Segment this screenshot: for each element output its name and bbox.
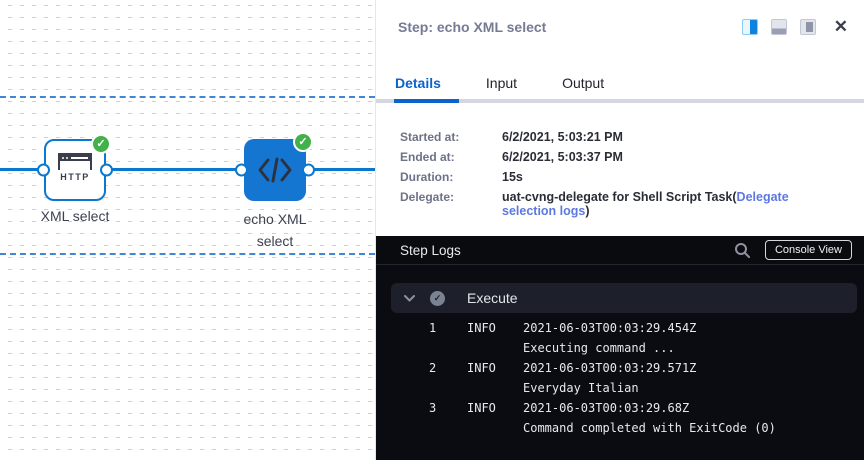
- log-section-name: Execute: [467, 290, 518, 306]
- detail-value: 15s: [502, 170, 523, 184]
- node-port-left[interactable]: [235, 163, 248, 177]
- http-browser-icon: HTTP: [46, 153, 104, 182]
- flow-connector-line: [0, 168, 375, 171]
- step-logs-header: Step Logs Console View: [376, 236, 864, 265]
- detail-row-started: Started at: 6/2/2021, 5:03:21 PM: [400, 127, 840, 147]
- detail-row-duration: Duration: 15s: [400, 167, 840, 187]
- success-check-badge: ✓: [293, 132, 313, 152]
- stage-boundary-bottom: [0, 253, 375, 255]
- detail-label: Duration:: [400, 170, 454, 184]
- console-view-button[interactable]: Console View: [764, 240, 852, 260]
- window-controls: ✕: [741, 17, 848, 36]
- log-lines: 1 INFO 2021-06-03T00:03:29.454Z Executing …: [376, 318, 864, 438]
- node-port-right[interactable]: [302, 163, 315, 177]
- detail-label: Started at:: [400, 130, 460, 144]
- detail-value: 6/2/2021, 5:03:37 PM: [502, 150, 623, 164]
- panel-header: Step: echo XML select ✕: [376, 0, 864, 35]
- panel-title: Step: echo XML select: [398, 18, 547, 35]
- step-logs-panel: Step Logs Console View ✓ Execute 1 INFO 20…: [376, 236, 864, 460]
- detail-row-ended: Ended at: 6/2/2021, 5:03:37 PM: [400, 147, 840, 167]
- log-level: INFO: [467, 321, 496, 335]
- log-text: Executing command ...: [523, 341, 675, 355]
- log-text: 2021-06-03T00:03:29.454Z: [523, 321, 697, 335]
- detail-value: 6/2/2021, 5:03:21 PM: [502, 130, 623, 144]
- step-logs-title: Step Logs: [400, 242, 461, 258]
- log-section-execute[interactable]: ✓ Execute: [391, 283, 857, 313]
- split-right-view-icon[interactable]: [741, 18, 758, 35]
- tab-details[interactable]: Details: [394, 75, 459, 103]
- section-success-icon: ✓: [430, 290, 445, 306]
- http-icon-label: HTTP: [60, 172, 90, 182]
- log-row: Command completed with ExitCode (0): [376, 418, 864, 438]
- right-panel-view-icon[interactable]: [799, 18, 816, 35]
- node-label: echo XML select: [243, 211, 307, 249]
- log-text: Command completed with ExitCode (0): [523, 421, 776, 435]
- log-text: 2021-06-03T00:03:29.68Z: [523, 401, 690, 415]
- log-line-number: 1: [429, 321, 437, 335]
- log-level: INFO: [467, 361, 496, 375]
- log-line-number: [429, 418, 467, 438]
- detail-row-delegate: Delegate: uat-cvng-delegate for Shell Sc…: [400, 187, 840, 218]
- tab-output[interactable]: Output: [562, 75, 605, 91]
- log-line-number: 2: [429, 361, 437, 375]
- tab-bar: Details Input Output: [376, 75, 864, 103]
- log-line-number: [429, 378, 467, 398]
- delegate-selection-logs-link[interactable]: Delegate selection logs: [502, 190, 789, 218]
- details-section: Started at: 6/2/2021, 5:03:21 PM Ended a…: [376, 103, 864, 218]
- detail-label: Ended at:: [400, 150, 455, 164]
- log-row: 1 INFO 2021-06-03T00:03:29.454Z: [376, 318, 864, 338]
- delegate-value-text: ): [585, 204, 590, 218]
- code-icon: [258, 157, 292, 183]
- log-level: [467, 378, 523, 398]
- log-text: 2021-06-03T00:03:29.571Z: [523, 361, 697, 375]
- bottom-view-icon[interactable]: [770, 18, 787, 35]
- node-port-left[interactable]: [37, 163, 50, 177]
- log-level: [467, 338, 523, 358]
- step-node-xml-select[interactable]: HTTP ✓: [37, 134, 113, 201]
- step-node-echo-xml-select[interactable]: ✓: [235, 132, 315, 201]
- log-text: Everyday Italian: [523, 381, 639, 395]
- success-check-badge: ✓: [91, 134, 111, 154]
- log-line-number: [429, 338, 467, 358]
- step-details-panel: Step: echo XML select ✕ Details Input Ou…: [375, 0, 864, 460]
- log-level: [467, 418, 523, 438]
- delegate-value-text: uat-cvng-delegate for Shell Script Task(: [502, 190, 737, 204]
- stage-boundary-top: [0, 96, 375, 98]
- pipeline-canvas: HTTP ✓ ✓ XML select echo XML select: [0, 0, 375, 460]
- tab-input[interactable]: Input: [485, 75, 518, 91]
- search-icon[interactable]: [734, 242, 751, 259]
- log-row: 2 INFO 2021-06-03T00:03:29.571Z: [376, 358, 864, 378]
- log-row: 3 INFO 2021-06-03T00:03:29.68Z: [376, 398, 864, 418]
- node-port-right[interactable]: [100, 163, 113, 177]
- log-line-number: 3: [429, 401, 437, 415]
- chevron-down-icon[interactable]: [404, 294, 415, 302]
- close-icon[interactable]: ✕: [833, 17, 848, 36]
- detail-value: uat-cvng-delegate for Shell Script Task(…: [502, 187, 832, 218]
- detail-label: Delegate:: [400, 190, 455, 204]
- log-row: Executing command ...: [376, 338, 864, 358]
- log-level: INFO: [467, 401, 496, 415]
- node-label: XML select: [40, 208, 110, 224]
- log-row: Everyday Italian: [376, 378, 864, 398]
